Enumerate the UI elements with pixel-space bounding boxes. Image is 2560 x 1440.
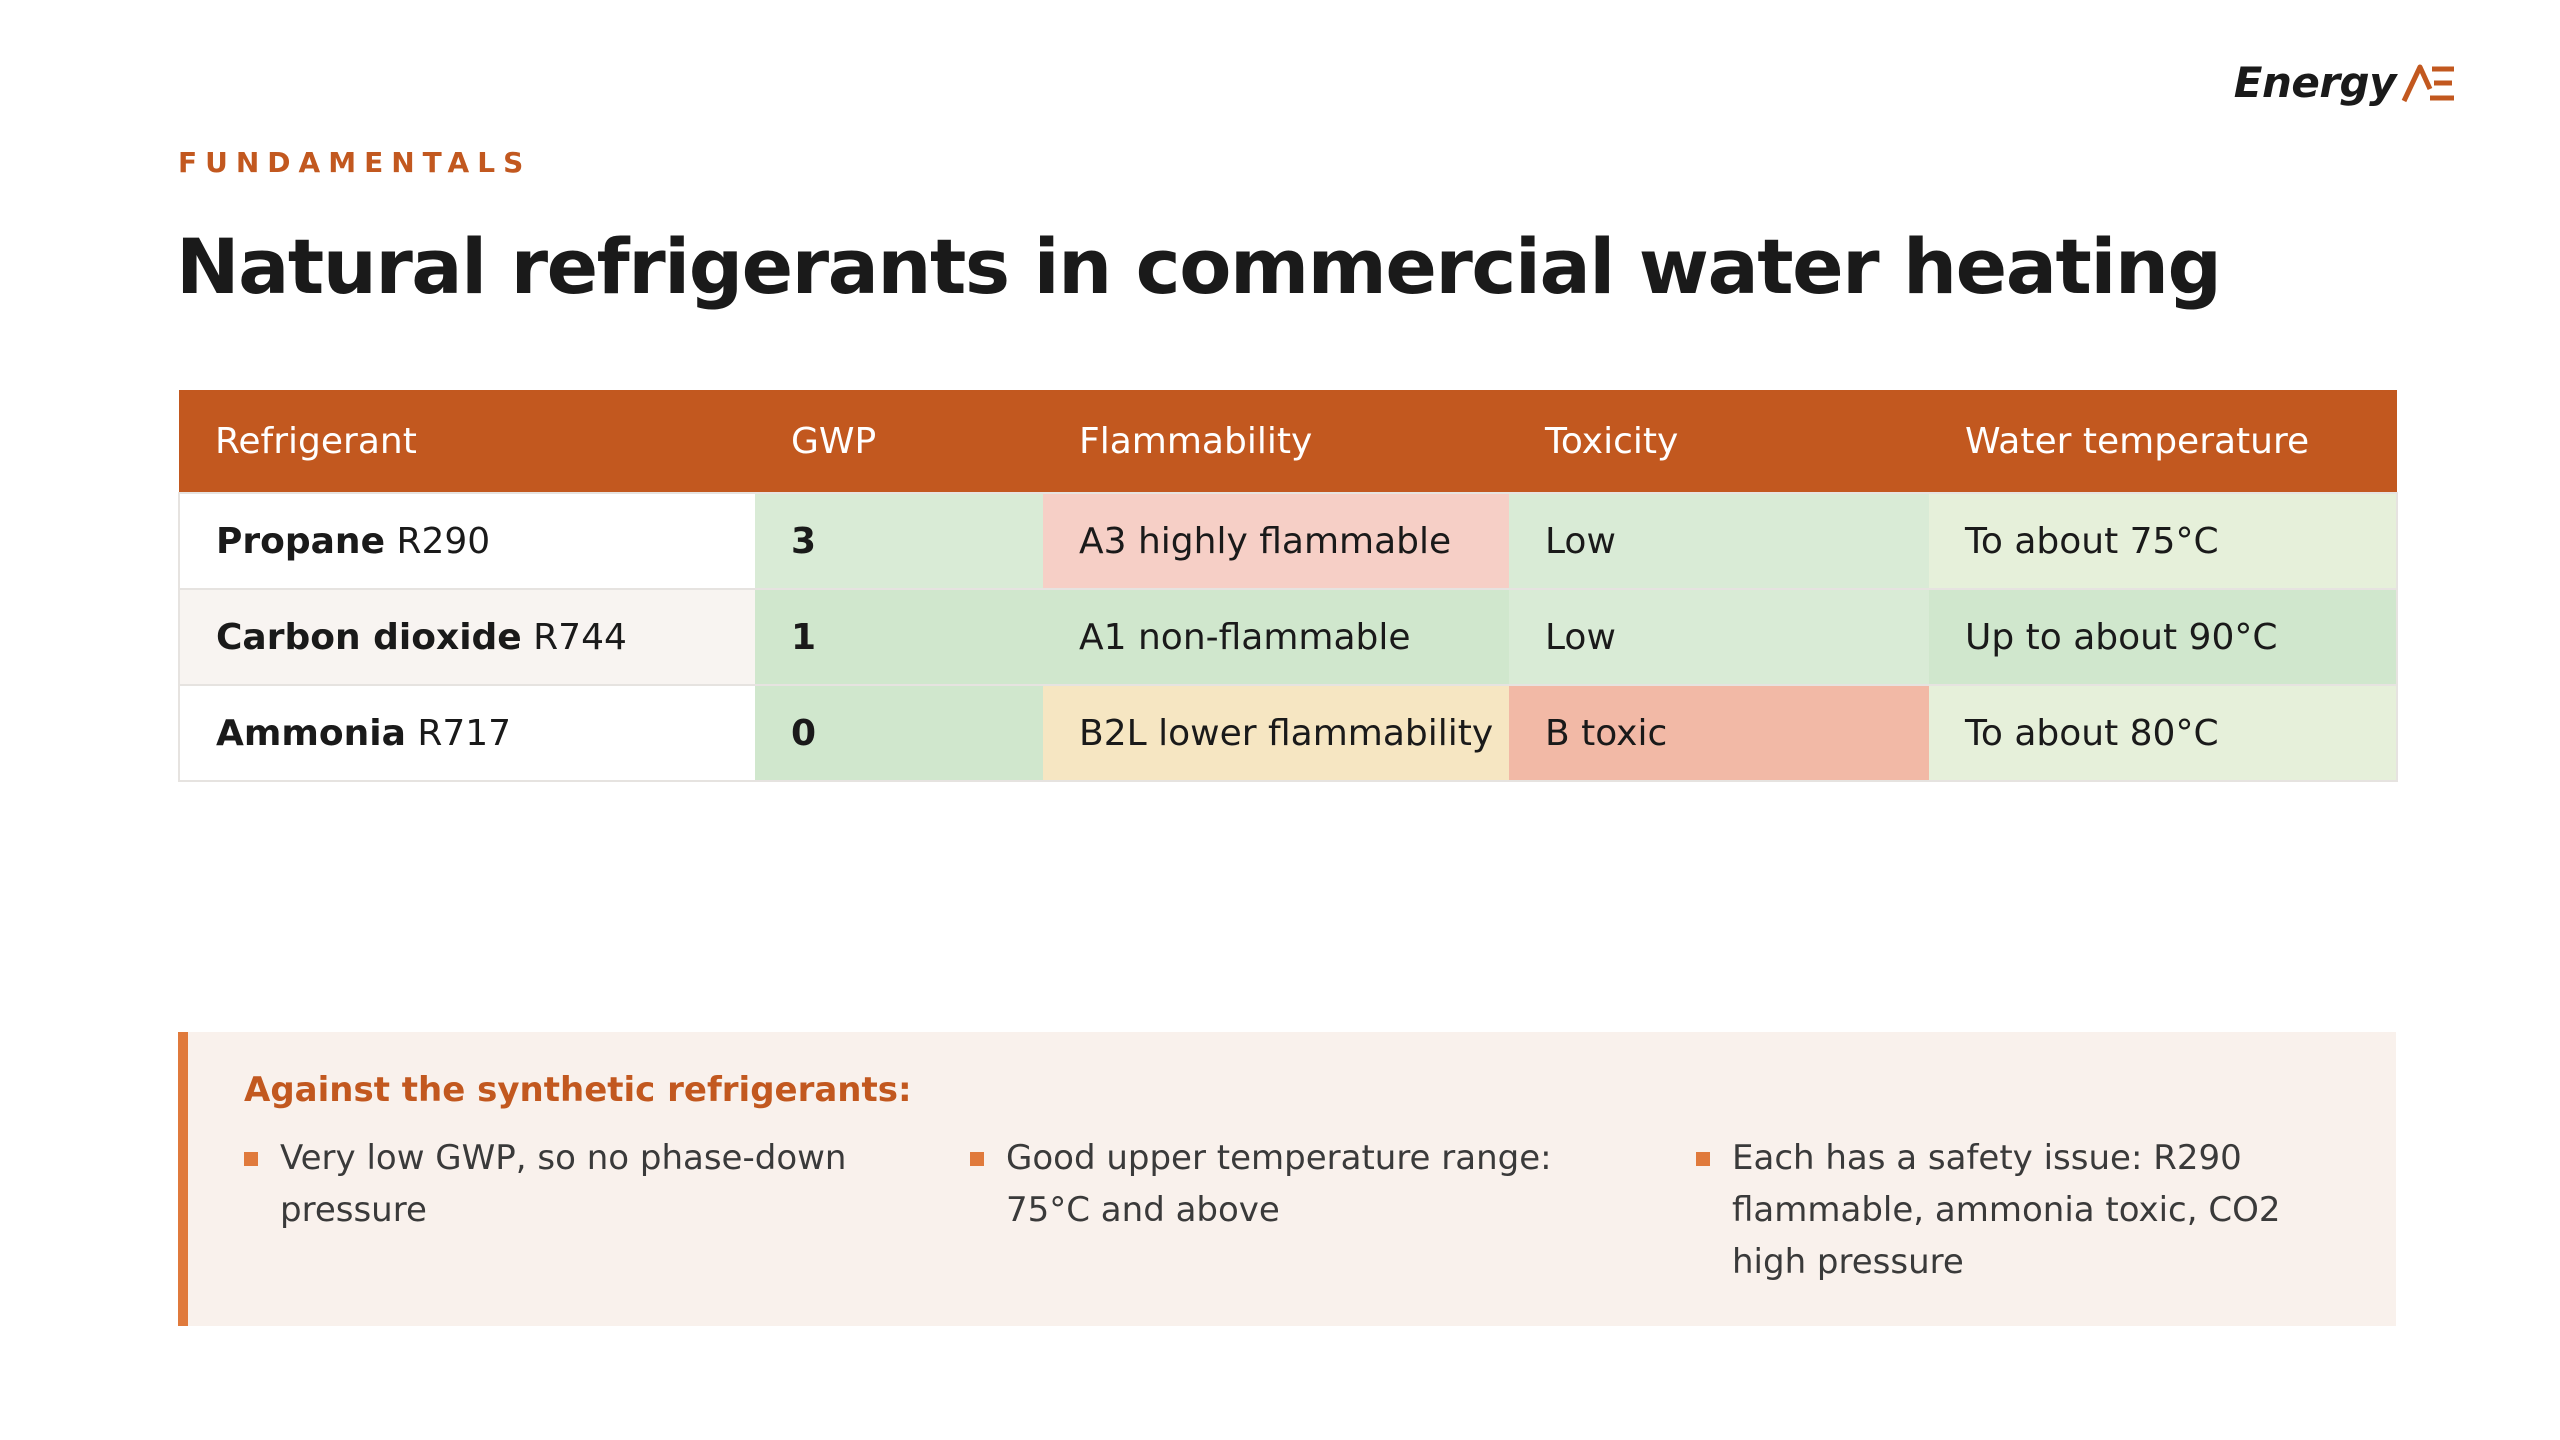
- bullet-text: Good upper temperature range: 75°C and a…: [1006, 1138, 1552, 1230]
- bullet-text: Each has a safety issue: R290 flammable,…: [1732, 1138, 2281, 1282]
- table-header-row: Refrigerant GWP Flammability Toxicity Wa…: [179, 390, 2397, 493]
- refrigerant-name: Carbon dioxide: [216, 616, 522, 658]
- cell-water-temperature: To about 75°C: [1929, 492, 2398, 589]
- refrigerant-name: Propane: [216, 520, 385, 562]
- bullet-square-icon: [970, 1152, 984, 1166]
- cell-gwp: 0: [755, 684, 1043, 782]
- bullet-text: Very low GWP, so no phase-down pressure: [280, 1138, 847, 1230]
- cell-toxicity: Low: [1509, 588, 1929, 685]
- refrigerant-table: Refrigerant GWP Flammability Toxicity Wa…: [178, 390, 2398, 782]
- cell-refrigerant: Carbon dioxide R744: [178, 588, 755, 685]
- cell-refrigerant: Ammonia R717: [178, 684, 755, 782]
- table-row: Carbon dioxide R744 1 A1 non-flammable L…: [178, 588, 2398, 685]
- refrigerant-code: R744: [533, 616, 627, 658]
- cell-flammability: A1 non-flammable: [1043, 588, 1509, 685]
- callout-bullet: Good upper temperature range: 75°C and a…: [970, 1132, 1590, 1236]
- cell-gwp: 3: [755, 492, 1043, 589]
- header-water-temperature: Water temperature: [1929, 390, 2397, 493]
- refrigerant-name: Ammonia: [216, 712, 406, 754]
- callout-bullet: Each has a safety issue: R290 flammable,…: [1696, 1132, 2316, 1288]
- cell-toxicity: B toxic: [1509, 684, 1929, 782]
- table-row: Propane R290 3 A3 highly flammable Low T…: [178, 492, 2398, 589]
- brand-name: Energy: [2233, 58, 2397, 107]
- refrigerant-code: R717: [417, 712, 512, 754]
- callout-heading: Against the synthetic refrigerants:: [244, 1070, 912, 1110]
- cell-water-temperature: To about 80°C: [1929, 684, 2398, 782]
- refrigerant-code: R290: [396, 520, 491, 562]
- bullet-square-icon: [1696, 1152, 1710, 1166]
- callout-bullet: Very low GWP, so no phase-down pressure: [244, 1132, 864, 1236]
- bullet-square-icon: [244, 1152, 258, 1166]
- cell-toxicity: Low: [1509, 492, 1929, 589]
- brand-logo: Energy: [2234, 58, 2458, 107]
- cell-flammability: A3 highly flammable: [1043, 492, 1509, 589]
- brand-mark-icon: [2401, 64, 2454, 102]
- header-refrigerant: Refrigerant: [179, 390, 755, 493]
- summary-callout: Against the synthetic refrigerants: Very…: [178, 1032, 2396, 1326]
- header-flammability: Flammability: [1043, 390, 1509, 493]
- header-toxicity: Toxicity: [1509, 390, 1929, 493]
- table-row: Ammonia R717 0 B2L lower flammability B …: [178, 684, 2398, 782]
- cell-gwp: 1: [755, 588, 1043, 685]
- cell-water-temperature: Up to about 90°C: [1929, 588, 2398, 685]
- section-label: FUNDAMENTALS: [178, 146, 532, 179]
- page-title: Natural refrigerants in commercial water…: [176, 222, 2222, 311]
- cell-refrigerant: Propane R290: [178, 492, 755, 589]
- header-gwp: GWP: [755, 390, 1043, 493]
- cell-flammability: B2L lower flammability: [1043, 684, 1509, 782]
